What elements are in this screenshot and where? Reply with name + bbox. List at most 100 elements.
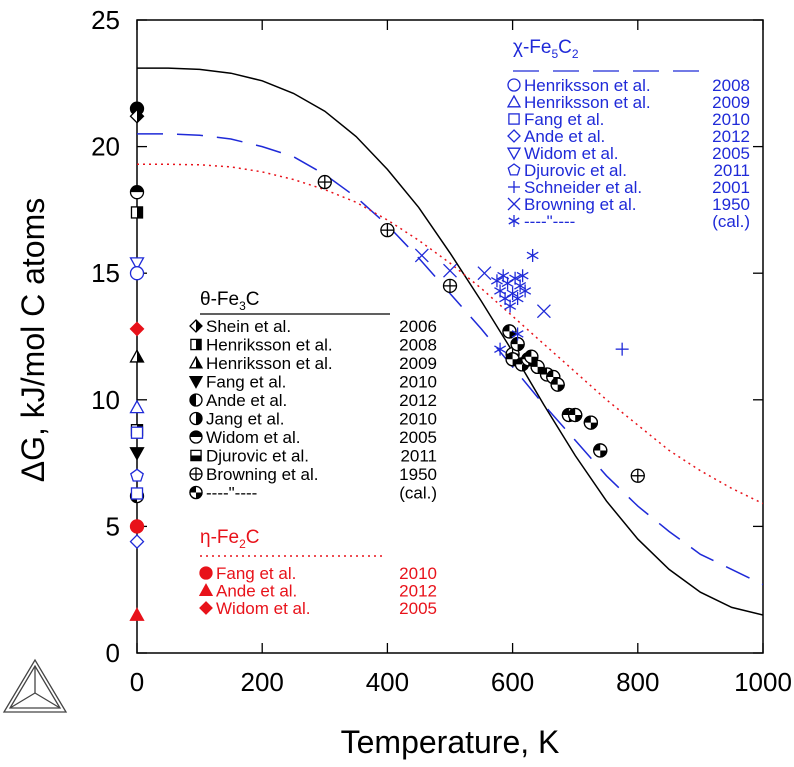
data-point-chi — [519, 284, 532, 298]
curve-chi — [137, 133, 763, 586]
data-point-theta — [129, 348, 145, 363]
legend-chi-title: χ-Fe5C2 — [513, 37, 579, 61]
legend-entry-label: Henriksson et al. — [524, 76, 651, 95]
legend-marker-theta — [189, 393, 203, 407]
data-point-eta — [129, 519, 145, 534]
thermo-calc-logo-icon — [2, 658, 68, 713]
legend-entry-label: Fang et al. — [216, 564, 296, 583]
data-point-theta — [129, 108, 145, 124]
legend-marker-theta — [189, 411, 203, 426]
data-point-theta — [530, 359, 545, 375]
data-point-chi — [490, 274, 503, 288]
legend-entry-label: Widom et al. — [206, 428, 300, 447]
legend-entry-label: Ande et al. — [524, 127, 605, 146]
x-axis-title: Temperature, K — [341, 724, 560, 760]
y-tick-label: 15 — [91, 258, 120, 288]
legend-entry-year: 2001 — [712, 178, 750, 197]
data-point-chi — [130, 468, 144, 482]
legend-entry-year: 2010 — [399, 410, 437, 429]
y-tick-label: 5 — [106, 511, 120, 541]
legend-marker-chi — [507, 163, 521, 176]
legend-entry-year: (cal.) — [399, 484, 437, 503]
data-point-chi — [511, 327, 524, 341]
data-point-chi — [130, 487, 144, 500]
legend-entry-label: Browning et al. — [524, 195, 636, 214]
y-tick-label: 0 — [106, 638, 120, 668]
legend-entry-label: Djurovic et al. — [524, 161, 627, 180]
plot-frame — [136, 19, 764, 654]
legend-entry-year: 2005 — [399, 599, 437, 618]
axis-ticks: 0 200 400 600 800 1000 0 5 10 15 20 25 — [91, 5, 792, 697]
legend-eta-title: η-Fe2C — [200, 527, 260, 551]
legend-chi: χ-Fe5C2 Henriksson et al. 2008 Henriksson … — [506, 37, 750, 231]
legend-entry-year: 2008 — [399, 336, 437, 355]
legend-marker-theta — [190, 449, 202, 462]
legend-entry-year: 1950 — [399, 465, 437, 484]
data-point-eta — [129, 321, 145, 337]
data-point-chi — [516, 269, 529, 283]
data-point-theta — [524, 349, 539, 364]
y-tick-label: 20 — [91, 132, 120, 162]
legend-entry-year: 2012 — [399, 582, 437, 601]
curve-eta — [137, 163, 763, 505]
legend-marker-chi — [507, 129, 521, 143]
data-point-theta — [583, 415, 598, 430]
x-tick-label: 600 — [491, 667, 534, 697]
legend-entry-year: 2011 — [713, 161, 750, 180]
data-point-theta — [129, 447, 145, 461]
y-axis-title: ΔG, kJ/mol C atoms — [15, 198, 51, 483]
data-point-eta — [129, 607, 145, 621]
data-point-chi — [130, 426, 144, 439]
data-point-chi — [129, 257, 145, 271]
legend-marker-theta — [189, 430, 203, 444]
data-point-theta — [505, 352, 520, 367]
data-point-chi — [129, 399, 145, 414]
legend-marker-theta — [188, 376, 204, 389]
legend-entry-year: 2009 — [712, 93, 750, 112]
legend-entry-label: Widom et al. — [524, 144, 618, 163]
legend-marker-chi — [506, 147, 522, 161]
data-point-theta — [550, 377, 565, 392]
y-tick-label: 10 — [91, 385, 120, 415]
legend-entry-label: Ande et al. — [216, 582, 297, 601]
data-point-chi — [494, 342, 507, 356]
legend-marker-theta — [189, 485, 203, 500]
legend-marker-theta — [189, 319, 203, 333]
legend-theta-title: θ-Fe3C — [200, 289, 260, 313]
data-point-theta — [630, 468, 645, 483]
legend-marker-chi — [507, 197, 521, 211]
legend-theta: θ-Fe3C Shein et al. 2006 Henriksson et al.… — [188, 289, 437, 503]
legend-marker-theta — [188, 355, 204, 369]
legend-entry-label: ----"---- — [524, 212, 575, 231]
x-tick-label: 400 — [366, 667, 409, 697]
data-point-chi — [504, 299, 517, 313]
legend-marker-eta — [199, 601, 213, 615]
legend-entry-year: 2012 — [712, 127, 750, 146]
legend-entry-year: 2010 — [399, 373, 437, 392]
x-tick-label: 1000 — [734, 667, 792, 697]
legend-marker-chi — [506, 94, 522, 108]
data-point-theta — [129, 185, 145, 200]
data-point-chi — [615, 342, 629, 356]
legend-entry-year: 2012 — [399, 391, 437, 410]
legend-entry-year: 2006 — [399, 317, 437, 336]
data-point-theta — [317, 174, 332, 190]
legend-marker-eta — [199, 566, 213, 580]
legend-marker-chi — [508, 113, 520, 125]
legend-entry-year: 2010 — [399, 564, 437, 583]
legend-marker-theta — [190, 338, 202, 351]
curve-theta — [137, 67, 763, 616]
legend-entry-label: ----"---- — [206, 484, 257, 503]
x-tick-label: 800 — [616, 667, 659, 697]
legend-entry-label: Shein et al. — [206, 317, 291, 336]
data-point-chi — [506, 286, 519, 300]
data-point-chi — [514, 279, 527, 293]
legend-marker-chi — [508, 181, 520, 193]
data-point-chi — [526, 248, 539, 262]
data-point-theta — [442, 278, 458, 294]
legend-entry-label: Djurovic et al. — [206, 447, 309, 466]
x-tick-label: 0 — [130, 667, 144, 697]
data-point-theta — [593, 443, 608, 458]
legend-entry-label: Fang et al. — [206, 373, 286, 392]
